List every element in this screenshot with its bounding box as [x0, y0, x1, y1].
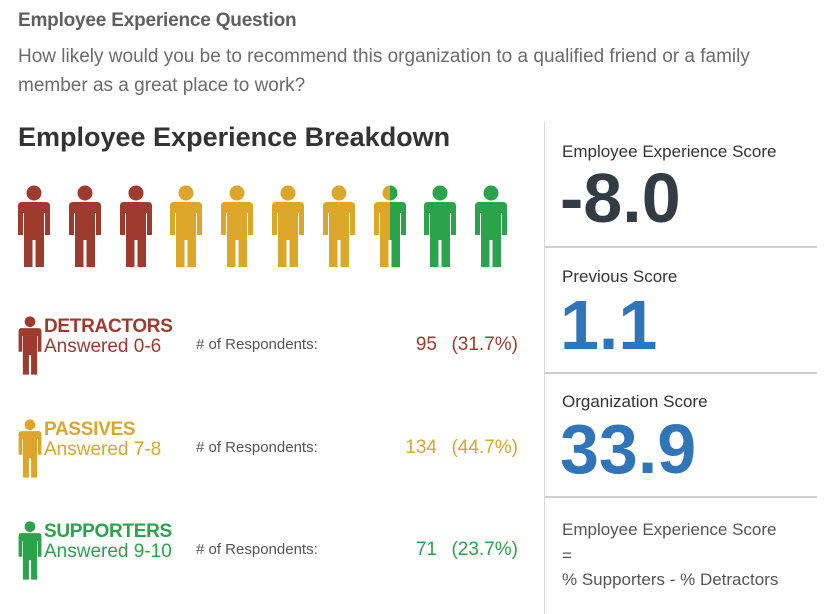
vertical-divider: [544, 122, 545, 614]
person-icon: [168, 185, 204, 269]
detractors-respondents-label: # of Respondents:: [196, 336, 318, 353]
score-formula-line1: Employee Experience Score: [562, 520, 777, 539]
question-title: Employee Experience Question: [18, 10, 297, 31]
passives-percent: (44.7%): [451, 437, 518, 458]
detractors-label: DETRACTORS: [44, 316, 173, 337]
person-icon: [16, 185, 52, 269]
experience-score-label: Employee Experience Score: [562, 142, 777, 161]
score-formula-equals: =: [562, 546, 572, 565]
people-row: [16, 185, 516, 270]
supporter-person-icon: [16, 521, 44, 581]
person-icon: [118, 185, 154, 269]
divider-1: [545, 246, 817, 248]
passives-row: PASSIVES Answered 7-8 # of Respondents: …: [16, 419, 526, 479]
person-icon: [67, 185, 103, 269]
supporters-label: SUPPORTERS: [44, 521, 172, 542]
passives-range: Answered 7-8: [44, 439, 162, 460]
passives-label: PASSIVES: [44, 419, 136, 440]
supporters-row: SUPPORTERS Answered 9-10 # of Respondent…: [16, 521, 526, 581]
detractors-percent: (31.7%): [451, 334, 518, 355]
question-text: How likely would you be to recommend thi…: [18, 46, 750, 96]
detractor-person-icon: [16, 316, 44, 376]
experience-score-value: -8.0: [560, 159, 681, 237]
detractors-row: DETRACTORS Answered 0-6 # of Respondents…: [16, 316, 526, 376]
score-formula-line3: % Supporters - % Detractors: [562, 570, 779, 589]
person-icon: [473, 185, 509, 269]
detractors-count: 95: [415, 334, 437, 355]
supporters-range: Answered 9-10: [44, 541, 172, 562]
supporters-count: 71: [415, 539, 437, 560]
previous-score-value: 1.1: [560, 286, 658, 364]
breakdown-title: Employee Experience Breakdown: [18, 122, 451, 152]
person-icon: [219, 185, 255, 269]
passives-respondents-label: # of Respondents:: [196, 439, 318, 456]
person-icon: [270, 185, 306, 269]
previous-score-label: Previous Score: [562, 267, 678, 286]
passive-person-icon: [16, 419, 44, 479]
person-icon: [422, 185, 458, 269]
organization-score-value: 33.9: [560, 410, 697, 488]
supporters-percent: (23.7%): [451, 539, 518, 560]
divider-3: [545, 496, 817, 498]
person-icon: [372, 185, 408, 269]
divider-2: [545, 372, 817, 374]
person-icon: [321, 185, 357, 269]
organization-score-label: Organization Score: [562, 392, 708, 411]
supporters-respondents-label: # of Respondents:: [196, 541, 318, 558]
passives-count: 134: [405, 437, 437, 458]
detractors-range: Answered 0-6: [44, 336, 162, 357]
